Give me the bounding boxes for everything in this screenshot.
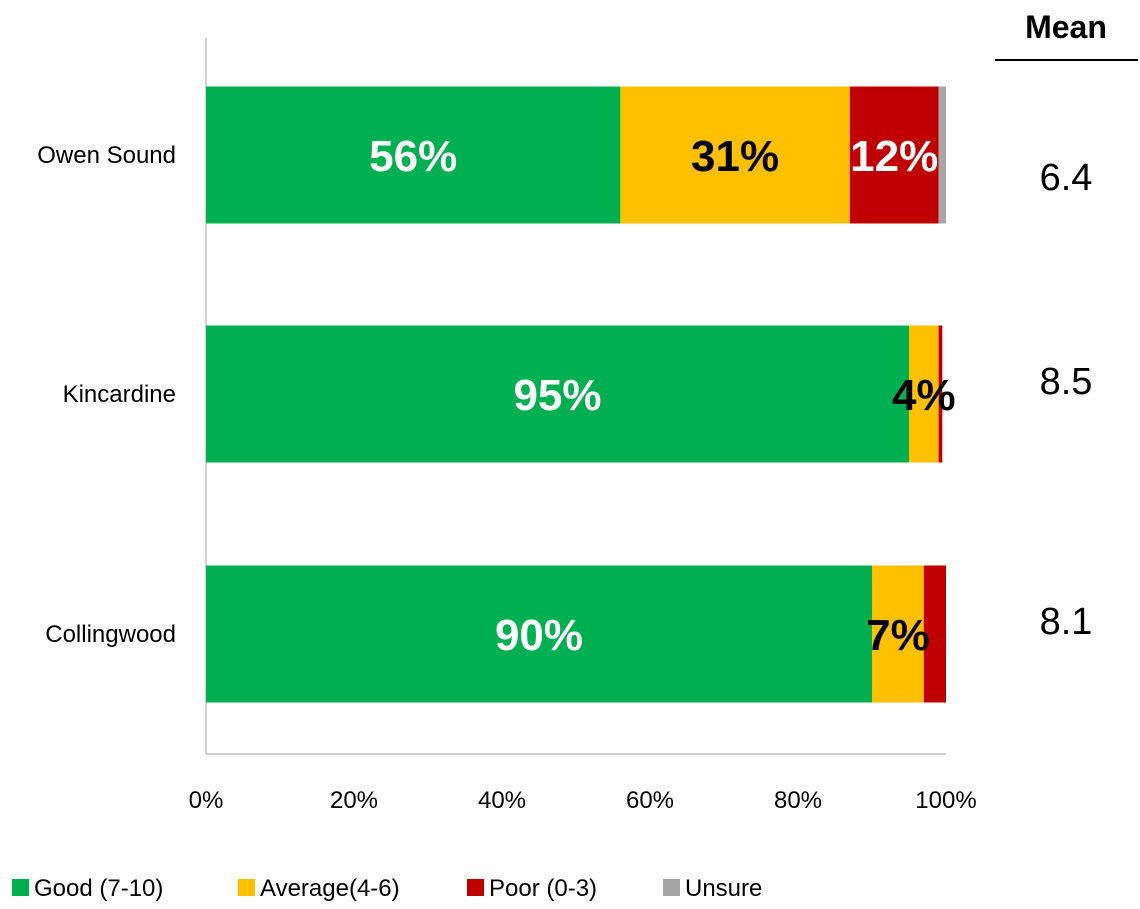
legend-swatch-unsure xyxy=(663,879,680,896)
bar-owen-sound-good-7-10 xyxy=(206,86,621,224)
data-label-kincardine-good-7-10: 95% xyxy=(513,371,601,420)
mean-value-owen-sound: 6.4 xyxy=(1040,157,1093,199)
mean-column: Mean 6.4 8.5 8.1 xyxy=(995,9,1138,643)
bar-kincardine-good-7-10 xyxy=(206,325,909,463)
mean-value-kincardine: 8.5 xyxy=(1040,361,1093,403)
data-label-owen-sound-good-7-10: 56% xyxy=(369,132,457,181)
legend-swatch-average-4-6 xyxy=(238,879,255,896)
legend-swatch-good-7-10 xyxy=(12,879,29,896)
bar-collingwood-poor-0-3 xyxy=(923,565,946,703)
legend-label-good-7-10: Good (7-10) xyxy=(34,875,163,902)
chart-segment-labels: 56% 31% 12% 95% 4% 90% 7% xyxy=(369,132,955,660)
category-label-kincardine: Kincardine xyxy=(63,381,176,408)
x-tick-label-60: 60% xyxy=(626,787,674,814)
data-label-collingwood-average-4-6: 7% xyxy=(866,611,930,660)
legend-label-unsure: Unsure xyxy=(685,875,762,902)
mean-value-collingwood: 8.1 xyxy=(1040,601,1093,643)
data-label-collingwood-good-7-10: 90% xyxy=(495,611,583,660)
x-tick-label-0: 0% xyxy=(189,787,224,814)
x-tick-label-100: 100% xyxy=(915,787,976,814)
bar-collingwood-average-4-6 xyxy=(872,565,924,703)
bar-owen-sound-poor-0-3 xyxy=(849,86,939,224)
bar-owen-sound-average-4-6 xyxy=(620,86,850,224)
legend-label-average-4-6: Average(4-6) xyxy=(260,875,400,902)
x-tick-label-80: 80% xyxy=(774,787,822,814)
category-label-collingwood: Collingwood xyxy=(45,621,176,648)
bar-kincardine-poor-0-3 xyxy=(938,325,943,463)
chart-bars xyxy=(206,86,946,703)
category-label-owen-sound: Owen Sound xyxy=(37,142,176,169)
chart-legend: Good (7-10) Average(4-6) Poor (0-3) Unsure xyxy=(12,875,762,902)
mean-header: Mean xyxy=(1025,9,1107,45)
bar-kincardine-average-4-6 xyxy=(909,325,939,463)
data-label-owen-sound-average-4-6: 31% xyxy=(691,132,779,181)
chart-x-ticks: 0% 20% 40% 60% 80% 100% xyxy=(189,787,977,814)
x-tick-label-20: 20% xyxy=(330,787,378,814)
legend-swatch-poor-0-3 xyxy=(467,879,484,896)
legend-label-poor-0-3: Poor (0-3) xyxy=(489,875,597,902)
data-label-kincardine-average-4-6: 4% xyxy=(892,371,956,420)
chart-category-labels: Owen Sound Kincardine Collingwood xyxy=(37,142,176,648)
bar-collingwood-good-7-10 xyxy=(206,565,872,703)
bar-owen-sound-unsure xyxy=(938,86,946,224)
x-tick-label-40: 40% xyxy=(478,787,526,814)
data-label-owen-sound-poor-0-3: 12% xyxy=(850,132,938,181)
